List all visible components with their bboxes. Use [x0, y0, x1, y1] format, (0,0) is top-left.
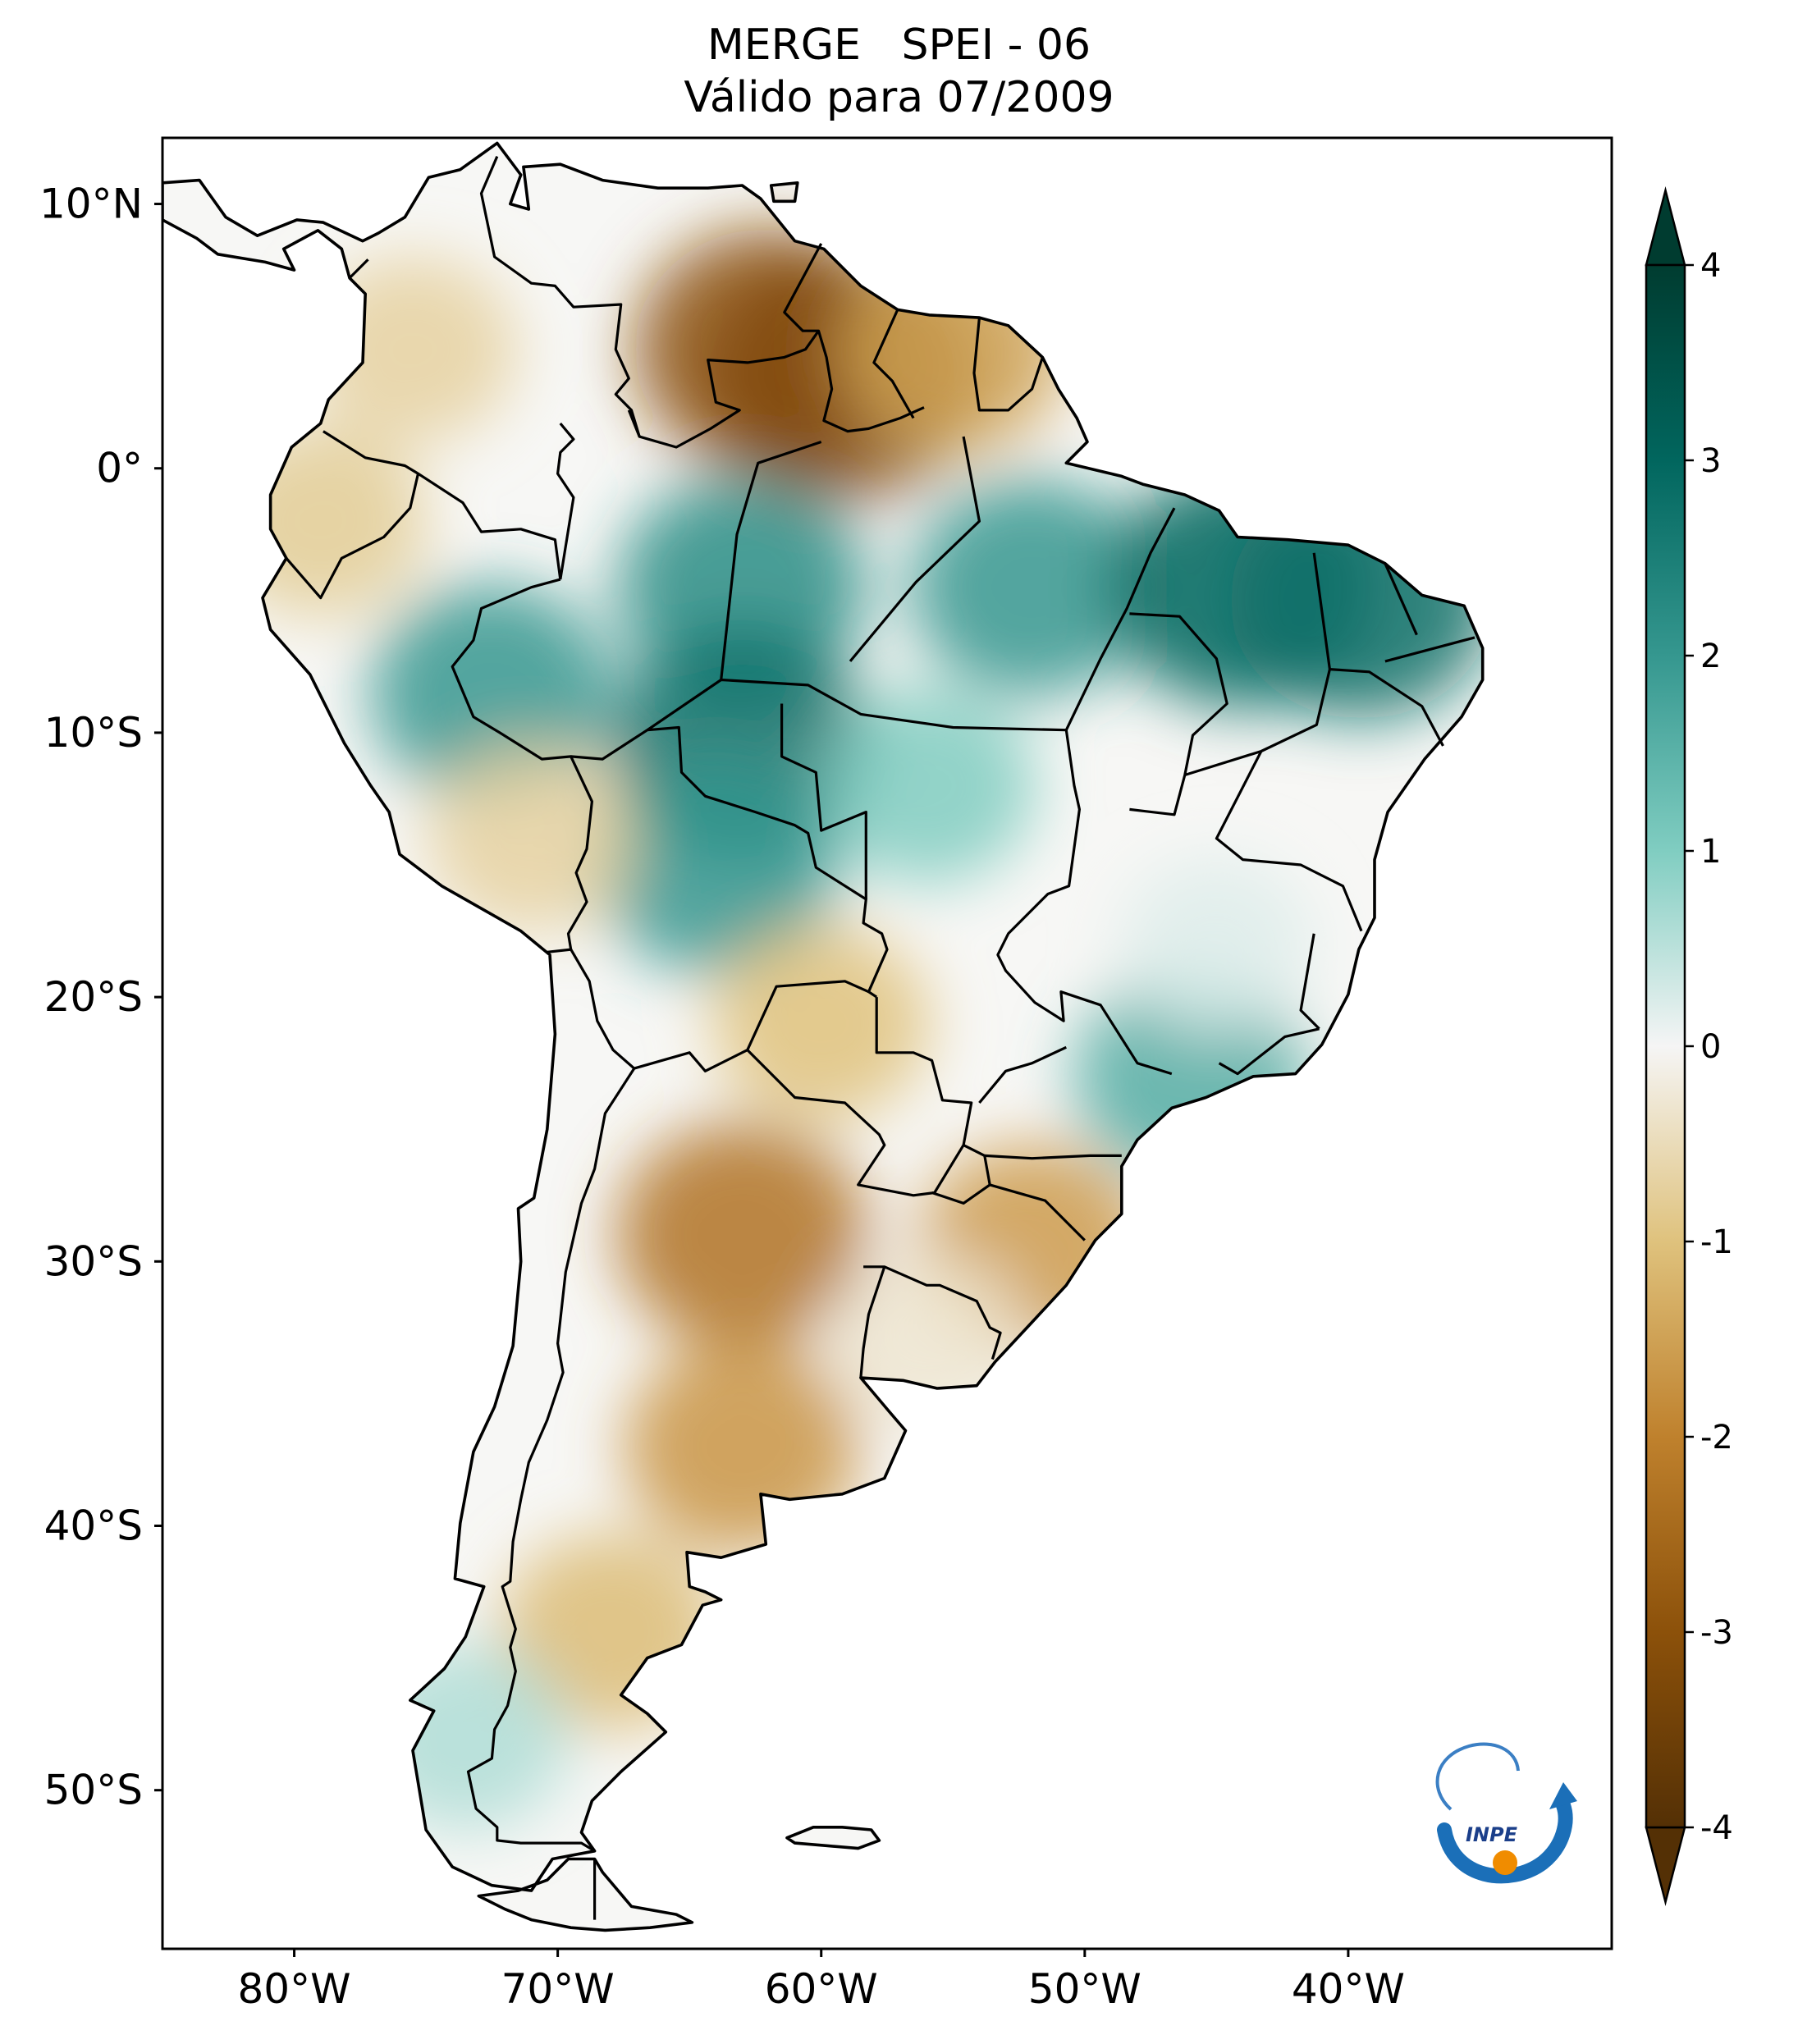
axes-frame — [161, 136, 1613, 1950]
border-line — [972, 317, 1044, 412]
border-line — [1215, 750, 1363, 932]
border-line — [989, 1183, 1086, 1241]
lat-tick-label: 20°S — [44, 973, 143, 1021]
coastline — [162, 141, 1485, 1932]
colorbar-tick-label: 1 — [1700, 833, 1721, 871]
lat-tick-label: 0° — [96, 445, 143, 492]
border-line — [627, 330, 820, 449]
border-line — [556, 422, 575, 580]
colorbar-tick-label: 0 — [1700, 1028, 1721, 1066]
anomaly-region-12 — [818, 688, 1035, 883]
border-line — [783, 243, 925, 433]
colorbar-tick-label: -1 — [1700, 1223, 1733, 1261]
colorbar-max-extension — [1645, 186, 1686, 267]
longitude-axis: 80°W 70°W 60°W 50°W 40°W — [238, 1949, 1405, 2013]
border-line — [746, 1049, 965, 1197]
border-line — [417, 472, 562, 580]
colorbar-tick-label: -3 — [1700, 1614, 1733, 1652]
anomaly-region-22 — [1119, 856, 1315, 1032]
lon-tick-label: 40°W — [1292, 1965, 1405, 2013]
border-line — [1184, 552, 1331, 777]
colorbar-tick-label: 2 — [1700, 638, 1721, 675]
lat-tick-label: 40°S — [44, 1502, 143, 1549]
anomaly-region-16 — [616, 1122, 867, 1348]
anomaly-region-11 — [594, 756, 837, 974]
lon-tick-label: 70°W — [501, 1965, 615, 2013]
border-line — [1064, 507, 1176, 731]
chart-subtitle: Válido para 07/2009 — [684, 73, 1114, 122]
border-line — [570, 725, 889, 999]
border-line — [978, 1045, 1067, 1104]
border-line — [1329, 668, 1444, 747]
lon-tick-label: 50°W — [1028, 1965, 1141, 2013]
colorbar-tick-label: 4 — [1700, 247, 1721, 285]
border-line — [996, 729, 1173, 1076]
border-line — [780, 703, 867, 899]
country-borders — [285, 155, 1475, 1920]
chart-title: MERGE SPEI - 06 — [707, 21, 1091, 70]
border-line — [1218, 1027, 1320, 1076]
latitude-axis: 10°N 0° 10°S 20°S 30°S 40°S 50°S — [39, 181, 162, 1814]
border-line — [646, 678, 1067, 732]
border-line — [863, 1265, 1002, 1360]
border-line — [1384, 636, 1475, 663]
border-line — [1299, 933, 1320, 1030]
border-line — [285, 430, 420, 600]
border-line — [1384, 563, 1418, 636]
border-line — [849, 436, 981, 662]
border-line — [348, 258, 369, 279]
lon-tick-label: 80°W — [238, 1965, 351, 2013]
colorbar-tick-label: -4 — [1700, 1809, 1733, 1847]
lat-tick-label: 10°N — [39, 181, 143, 228]
border-line — [466, 1068, 636, 1853]
border-line — [984, 1154, 1122, 1160]
lon-tick-label: 60°W — [765, 1965, 878, 2013]
border-line — [1129, 612, 1228, 816]
colorbar-min-extension — [1645, 1826, 1686, 1906]
anomaly-region-15 — [713, 926, 930, 1121]
anomaly-region-8 — [910, 478, 1154, 697]
border-line — [570, 949, 870, 1072]
border-line — [872, 309, 915, 419]
border-line — [451, 578, 593, 953]
border-line — [720, 440, 822, 680]
border-line — [479, 155, 641, 437]
colorbar-gradient — [1645, 263, 1686, 1829]
colorbar: 4 3 2 1 0 -1 -2 -3 -4 — [1645, 186, 1733, 1906]
inpe-logo-text: INPE — [1466, 1823, 1518, 1846]
lat-tick-label: 10°S — [44, 709, 143, 757]
border-line — [859, 1266, 886, 1379]
lat-tick-label: 30°S — [44, 1237, 143, 1285]
colorbar-tick-label: 3 — [1700, 442, 1721, 480]
anomaly-region-14 — [427, 744, 636, 932]
colorbar-tick-label: -2 — [1700, 1419, 1733, 1456]
border-line — [875, 997, 973, 1145]
lat-tick-label: 50°S — [44, 1767, 143, 1814]
inpe-logo: INPE — [1435, 1742, 1577, 1884]
